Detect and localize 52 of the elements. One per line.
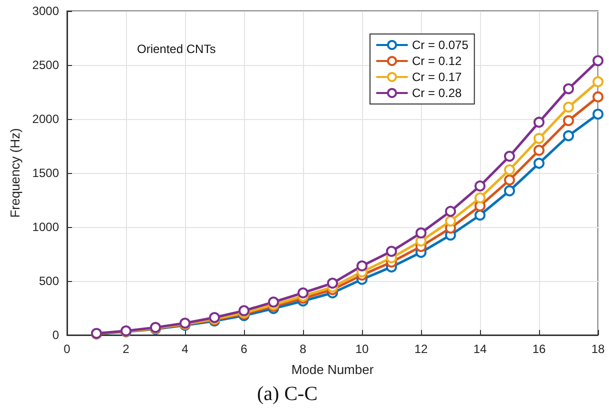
legend-label: Cr = 0.28 <box>412 86 462 100</box>
legend-label: Cr = 0.075 <box>412 38 469 52</box>
point <box>504 174 515 186</box>
legend-label: Cr = 0.17 <box>412 70 462 84</box>
x-tick-label: 12 <box>414 342 428 356</box>
point <box>416 227 426 238</box>
point <box>534 116 544 128</box>
point <box>592 55 604 66</box>
y-tick-label: 0 <box>52 328 60 342</box>
x-tick-label: 4 <box>182 342 189 356</box>
point <box>327 278 338 289</box>
x-axis-title: Mode Number <box>291 362 374 377</box>
point <box>563 115 574 126</box>
x-tick-label: 8 <box>300 342 307 356</box>
x-tick-label: 6 <box>240 342 248 356</box>
x-tick-label: 18 <box>591 342 605 356</box>
point <box>474 210 486 221</box>
point <box>534 144 544 156</box>
point <box>504 185 515 196</box>
y-tick-label: 2000 <box>32 112 60 126</box>
point <box>592 108 604 120</box>
y-tick-label: 500 <box>38 274 60 288</box>
point <box>504 150 515 162</box>
x-tick-label: 16 <box>532 342 546 356</box>
point <box>504 164 515 176</box>
point <box>563 130 574 142</box>
y-tick-label: 3000 <box>32 4 60 18</box>
point <box>445 216 456 227</box>
x-tick-label: 2 <box>122 342 130 356</box>
text: (a) C-C <box>257 383 318 405</box>
point <box>474 192 486 204</box>
legend-label: Cr = 0.12 <box>412 54 462 68</box>
point <box>386 246 397 257</box>
point <box>592 91 604 102</box>
point <box>474 180 486 192</box>
x-tick-label: 0 <box>64 342 71 356</box>
annotation: Oriented CNTs <box>137 42 216 56</box>
y-axis-title: Frequency (Hz) <box>7 128 22 218</box>
y-tick-label: 1500 <box>32 166 60 180</box>
point <box>356 260 368 272</box>
point <box>445 206 456 217</box>
x-tick-label: 10 <box>355 342 369 356</box>
point <box>563 102 574 113</box>
point <box>563 83 574 94</box>
point <box>592 76 604 88</box>
point <box>534 158 544 169</box>
y-tick-label: 1000 <box>32 220 60 234</box>
point <box>298 287 308 298</box>
point <box>268 296 279 308</box>
point <box>534 132 544 144</box>
x-tick-label: 14 <box>473 342 487 356</box>
y-tick-label: 2500 <box>32 58 60 72</box>
